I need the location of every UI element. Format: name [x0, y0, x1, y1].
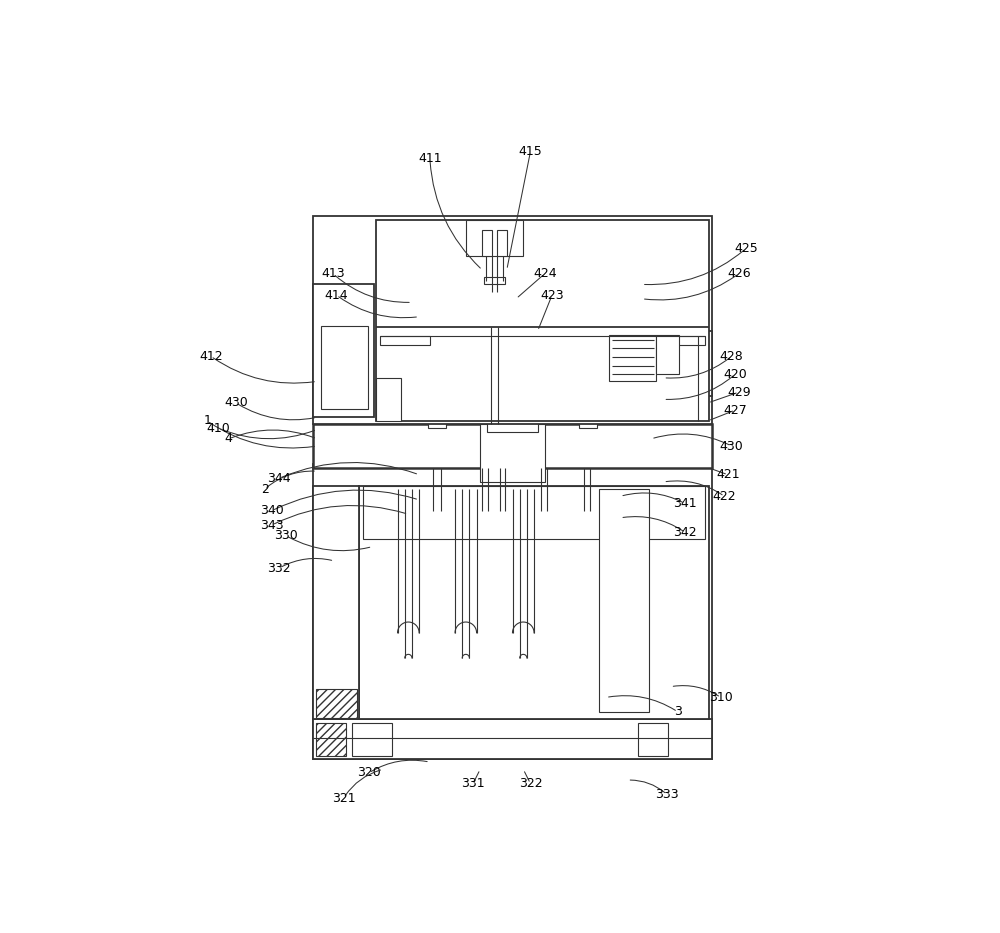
Bar	[316, 689, 357, 717]
Text: 330: 330	[274, 529, 298, 542]
Bar	[313, 285, 374, 417]
Bar	[609, 335, 656, 382]
Text: 411: 411	[418, 152, 442, 165]
Text: 322: 322	[519, 777, 542, 790]
Text: 331: 331	[461, 777, 485, 790]
Bar	[352, 723, 392, 756]
Text: 320: 320	[357, 766, 381, 779]
Text: 415: 415	[519, 145, 542, 158]
Text: 413: 413	[321, 267, 345, 280]
Bar	[376, 220, 709, 421]
Bar	[669, 331, 712, 396]
Text: 414: 414	[325, 288, 348, 301]
Text: 342: 342	[673, 525, 697, 538]
Bar	[316, 723, 346, 756]
Bar	[655, 336, 705, 345]
Text: 332: 332	[267, 562, 291, 575]
Text: 423: 423	[540, 288, 564, 301]
Text: 430: 430	[720, 439, 743, 453]
Text: 422: 422	[713, 490, 736, 503]
Bar	[313, 425, 712, 467]
Bar	[656, 335, 679, 374]
Bar	[487, 419, 538, 432]
Bar	[480, 425, 545, 482]
Bar	[675, 337, 706, 390]
Text: 340: 340	[260, 504, 284, 517]
Bar	[497, 230, 507, 256]
Text: 333: 333	[655, 788, 679, 801]
Bar	[363, 485, 705, 539]
Bar	[359, 485, 709, 719]
Text: 343: 343	[260, 519, 284, 532]
Text: 4: 4	[225, 432, 233, 445]
Bar	[376, 378, 401, 421]
Text: 2: 2	[261, 482, 269, 495]
Bar	[313, 719, 712, 759]
Bar	[484, 277, 505, 285]
Bar	[428, 412, 446, 428]
Text: 344: 344	[267, 472, 291, 485]
Text: 430: 430	[224, 397, 248, 410]
Bar	[313, 216, 712, 425]
Text: 3: 3	[674, 705, 682, 718]
Bar	[313, 485, 359, 719]
Bar	[579, 412, 597, 428]
Text: 1: 1	[203, 414, 211, 427]
Bar	[466, 220, 523, 256]
Text: 321: 321	[332, 791, 355, 804]
Text: 429: 429	[727, 385, 751, 398]
Text: 427: 427	[723, 404, 747, 417]
Bar	[313, 464, 712, 759]
Text: 428: 428	[720, 350, 743, 363]
Text: 420: 420	[723, 368, 747, 381]
Text: 421: 421	[716, 468, 740, 481]
Text: 341: 341	[673, 497, 697, 510]
Bar	[638, 723, 668, 756]
Text: 426: 426	[727, 267, 751, 280]
Bar	[599, 489, 649, 712]
Bar	[380, 336, 430, 345]
Bar	[482, 230, 492, 256]
Text: 310: 310	[709, 691, 733, 704]
Text: 424: 424	[533, 267, 557, 280]
Text: 425: 425	[734, 242, 758, 255]
Text: 410: 410	[206, 422, 230, 435]
Text: 412: 412	[199, 350, 223, 363]
Bar	[321, 326, 368, 409]
